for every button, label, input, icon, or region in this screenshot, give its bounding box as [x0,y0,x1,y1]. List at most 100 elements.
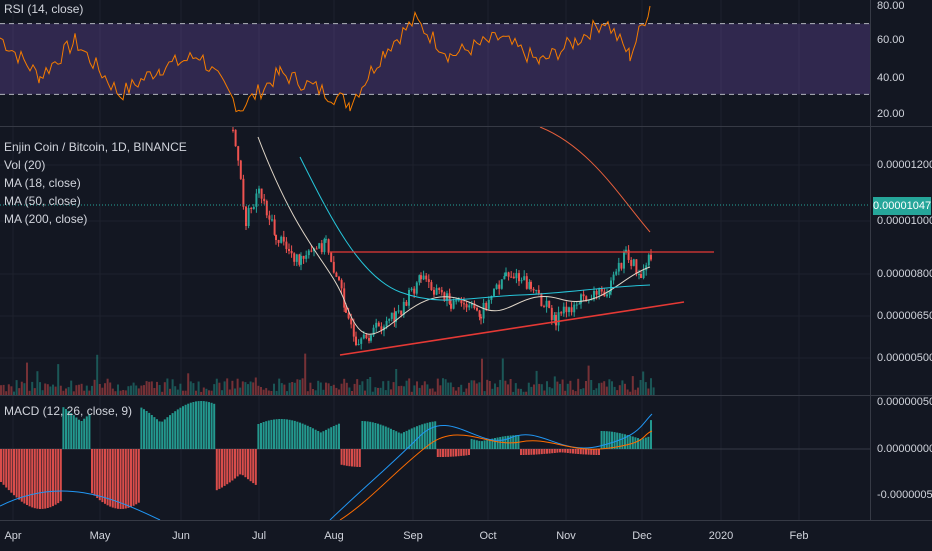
candle-body [450,304,452,309]
legend-ma18[interactable]: MA (18, close) [4,174,187,192]
time-label: Jul [252,530,266,542]
macd-legend[interactable]: MACD (12, 26, close, 9) [4,402,132,420]
legend-ma200[interactable]: MA (200, close) [4,210,187,228]
candle-body [468,305,470,307]
candle-body [430,282,432,290]
volume-bar [452,387,454,395]
candle-body [416,283,418,294]
volume-bar [49,387,51,396]
macd-histogram-bar [328,429,330,450]
macd-histogram-bar [642,438,644,449]
volume-bar [109,383,111,396]
time-label: May [90,530,111,542]
volume-bar [140,386,142,395]
macd-histogram-bar [208,402,210,449]
volume-bar [645,382,647,395]
candle-body [463,303,465,304]
macd-histogram-bar [645,438,647,449]
macd-histogram-bar [473,440,475,449]
volume-bar [408,378,410,395]
macd-histogram-bar [556,449,558,453]
macd-histogram-bar [468,449,470,455]
volume-bar [356,379,358,395]
candle-body [488,300,490,309]
volume-bar [252,382,254,395]
candle-body [580,294,582,303]
volume-bar [325,383,327,395]
macd-histogram-bar [551,449,553,453]
macd-histogram-bar [23,449,25,504]
price-scale[interactable]: 0.00001200 0.00001000 0.00000800 0.00000… [870,127,932,395]
macd-histogram-bar [83,419,85,449]
volume-bar [507,384,509,395]
macd-histogram-bar [213,404,215,449]
macd-histogram-bar [237,449,239,476]
macd-histogram-bar [499,437,501,449]
current-price-badge: 0.00001047 [873,197,931,215]
volume-bar [260,387,262,395]
macd-histogram-bar [117,449,119,509]
macd-histogram-bar [286,419,288,449]
rsi-pane[interactable]: RSI (14, close) [0,0,870,126]
macd-histogram-bar [398,433,400,450]
macd-histogram-bar [49,449,51,507]
price-tick: 0.00001000 [877,215,932,227]
rsi-legend[interactable]: RSI (14, close) [4,0,83,18]
volume-bar [16,380,18,395]
rsi-scale[interactable]: 80.00 60.00 40.00 20.00 [870,0,932,126]
macd-histogram-bar [533,449,535,455]
volume-bar [244,382,246,395]
price-pane[interactable]: Enjin Coin / Bitcoin, 1D, BINANCE Vol (2… [0,127,870,395]
macd-histogram-bar [315,430,317,449]
candle-body [283,237,285,242]
macd-histogram-bar [481,441,483,449]
volume-bar [299,380,301,395]
macd-histogram-bar [460,449,462,456]
volume-bar [44,384,46,396]
macd-histogram-bar [148,413,150,449]
macd-histogram-bar [577,449,579,454]
legend-ma50[interactable]: MA (50, close) [4,192,187,210]
candle-body [493,289,495,296]
macd-scale[interactable]: 0.00000050 0.00000000 -0.00000050 [870,396,932,520]
macd-histogram-bar [218,449,220,489]
macd-legend-label[interactable]: MACD (12, 26, close, 9) [4,402,132,420]
macd-histogram-bar [432,422,434,449]
macd-histogram-bar [611,432,613,449]
candle-body [266,201,268,215]
volume-bar [361,381,363,395]
volume-bar [569,381,571,395]
volume-bar [562,380,564,396]
candle-body [253,207,255,209]
candle-body [543,306,545,307]
time-axis[interactable]: Apr May Jun Jul Aug Sep Oct Nov Dec 2020… [0,520,932,551]
macd-histogram-bar [164,419,166,449]
macd-histogram-bar [8,449,10,490]
macd-histogram-bar [255,449,257,485]
macd-pane[interactable]: MACD (12, 26, close, 9) [0,396,870,520]
price-tick: 0.00000650 [877,310,932,322]
symbol-title[interactable]: Enjin Coin / Bitcoin, 1D, BINANCE [4,138,187,156]
macd-histogram-bar [130,449,132,507]
macd-histogram-bar [114,449,116,508]
volume-bar [637,388,639,395]
rsi-legend-label[interactable]: RSI (14, close) [4,0,83,18]
volume-bar [354,384,356,395]
volume-bar [304,354,306,395]
volume-bar [138,388,140,395]
candle-body [391,313,393,319]
macd-histogram-bar [55,449,57,505]
candle-body [268,215,270,219]
rsi-tick: 20.00 [877,108,905,120]
volume-bar [320,383,322,396]
candle-body [498,285,500,289]
macd-histogram-bar [580,449,582,454]
volume-bar [367,379,369,395]
volume-bar [55,387,57,395]
legend-vol[interactable]: Vol (20) [4,156,187,174]
volume-bar [143,385,145,395]
volume-bar [614,387,616,395]
candle-body [501,279,503,289]
volume-bar [437,379,439,395]
macd-histogram-bar [101,449,103,502]
